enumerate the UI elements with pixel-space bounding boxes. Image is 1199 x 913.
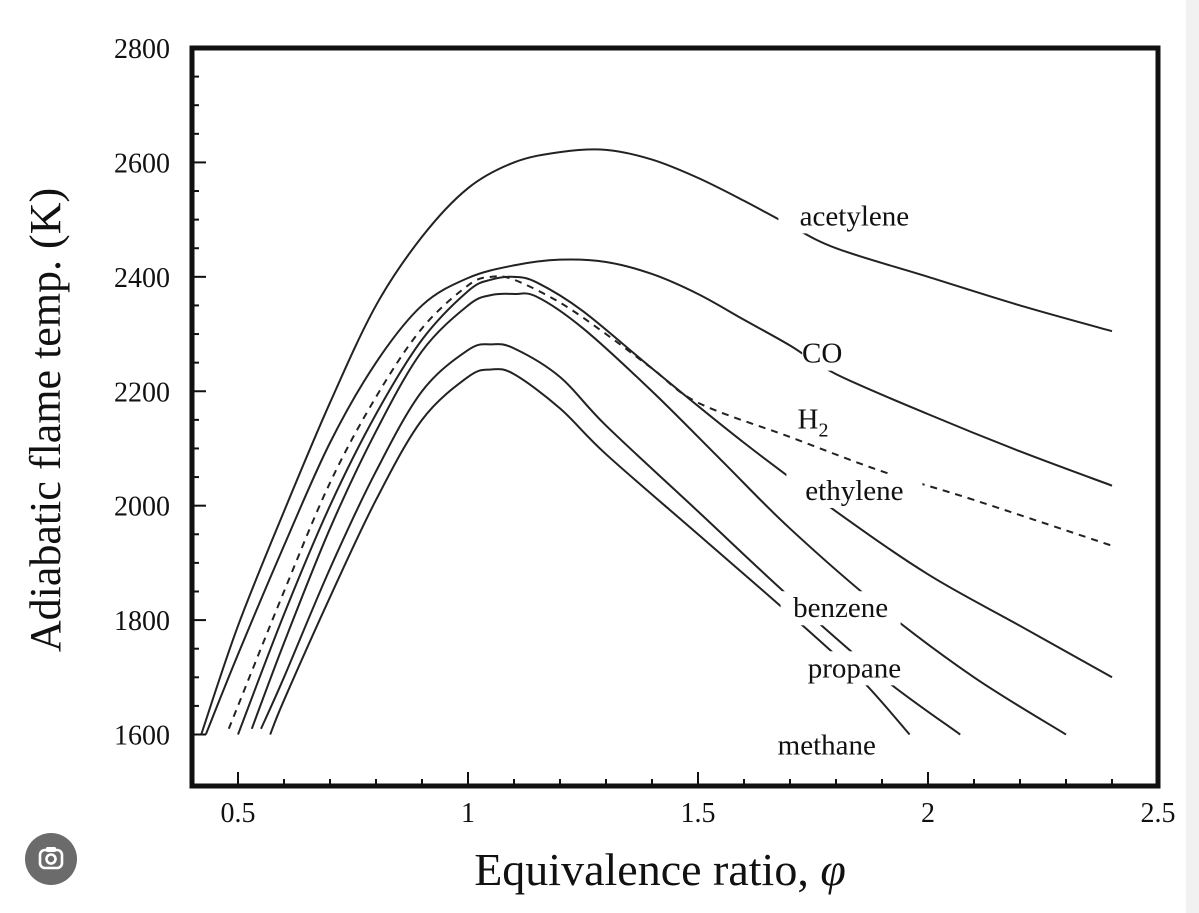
y-tick-label: 2800 — [114, 34, 170, 65]
series-line-co — [204, 258, 1113, 735]
x-tick-label: 1 — [461, 798, 475, 829]
series-line-acetylene — [200, 148, 1113, 735]
series-line-h2 — [227, 275, 1113, 730]
x-axis-title-text: Equivalence ratio, — [474, 844, 820, 895]
x-tick-label: 1.5 — [681, 798, 716, 829]
label-layer: acetylene CO H2 ethylene benzene propane metha… — [766, 199, 931, 763]
y-tick-label: 1600 — [114, 721, 170, 752]
series-label-propane: propane — [808, 652, 901, 684]
x-tick-label: 2.5 — [1141, 798, 1176, 829]
series-label-benzene: benzene — [793, 592, 888, 624]
y-tick-label: 1800 — [114, 606, 170, 637]
series-label-bg — [794, 651, 915, 686]
series-layer — [200, 148, 1113, 736]
series-label-bg — [778, 199, 931, 234]
series-label-bg — [802, 336, 843, 371]
y-tick-label: 2600 — [114, 148, 170, 179]
series-label-co: CO — [802, 338, 842, 370]
x-tick-label: 0.5 — [221, 798, 256, 829]
google-lens-button[interactable] — [25, 833, 77, 885]
x-ticks: 0.5 1 1.5 2 2.5 — [221, 772, 1176, 829]
y-ticks: 1600 1800 2000 2200 2400 2600 2800 — [114, 34, 206, 752]
y-tick-label: 2400 — [114, 263, 170, 294]
series-label-methane: methane — [778, 730, 876, 762]
series-line-benzene — [250, 292, 1067, 736]
right-edge-strip — [1186, 0, 1199, 913]
series-label-bg — [780, 591, 901, 626]
y-tick-label: 2200 — [114, 377, 170, 408]
x-axis-title-symbol: φ — [820, 844, 845, 895]
y-axis-title: Adiabatic flame temp. (K) — [21, 188, 70, 652]
x-tick-label: 2 — [921, 798, 935, 829]
series-label-acetylene: acetylene — [800, 200, 909, 232]
y-tick-label: 2000 — [114, 492, 170, 523]
plot-frame — [189, 45, 1161, 789]
series-label-h2: H2 — [798, 403, 829, 441]
series-line-ethylene — [237, 275, 1113, 735]
x-axis-title: Equivalence ratio, φ — [474, 844, 846, 895]
google-lens-icon — [38, 847, 64, 870]
series-label-bg — [766, 728, 887, 763]
series-label-bg — [786, 473, 923, 508]
series-label-bg — [801, 402, 839, 437]
series-label-ethylene: ethylene — [805, 475, 903, 507]
